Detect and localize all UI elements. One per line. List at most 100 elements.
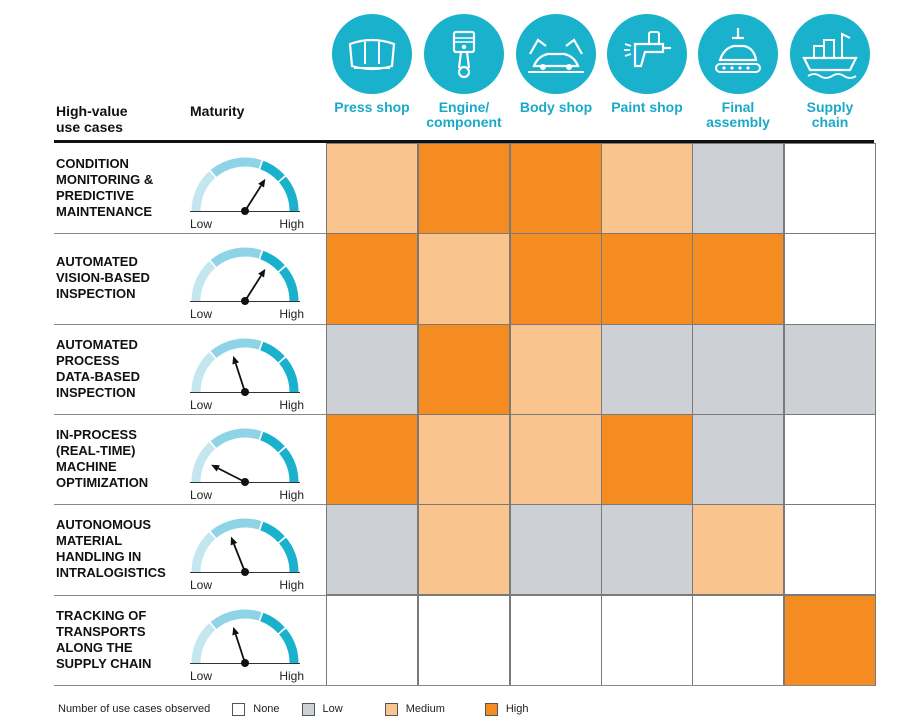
gauge-arc-low — [191, 442, 216, 483]
use-case-label-line: HANDLING IN — [56, 549, 142, 565]
gauge-needle — [244, 275, 262, 302]
maturity-gauge: Low High — [186, 597, 306, 685]
stage-column-header: Paint shop — [601, 14, 693, 115]
legend: Number of use cases observed None Low Medi… — [58, 699, 528, 719]
gauge-needle-tip — [258, 178, 266, 188]
legend-label: High — [505, 703, 529, 715]
stage-label: Paint shop — [601, 100, 693, 115]
maturity-gauge-dial — [190, 247, 300, 306]
maturity-gauge-dial — [190, 609, 300, 667]
heatmap-cell-low — [692, 143, 784, 235]
use-case-label-line: PROCESS — [56, 352, 120, 368]
heatmap-cell-none — [418, 594, 510, 686]
gauge-low-label: Low — [190, 397, 213, 412]
use-case-label: AUTOMATED PROCESS DATA-BASED INSPECTION — [56, 324, 182, 414]
use-case-label-line: IN-PROCESS — [56, 426, 137, 442]
use-case-label-text: IN-PROCESS (REAL-TIME) MACHINE OPTIMIZATION — [56, 427, 148, 491]
row-separator — [54, 684, 874, 686]
stage-icon-badge — [698, 14, 778, 94]
cargo-ship-icon — [802, 32, 858, 79]
use-case-label-text: TRACKING OF TRANSPORTS ALONG THE SUPPLY CHA… — [56, 608, 151, 672]
gauge-pivot — [241, 477, 249, 486]
stage-column-header: Supply chain — [784, 14, 876, 130]
use-case-label-line: INSPECTION — [56, 286, 136, 302]
gauge-arc-high — [278, 266, 299, 302]
heatmap-cell-low — [326, 323, 418, 415]
use-case-label-line: TRANSPORTS — [56, 623, 146, 639]
robot-arms-car-icon — [528, 38, 584, 73]
heatmap-cell-high — [418, 323, 510, 415]
gauge-arc-upper — [260, 521, 285, 543]
heatmap-cell-low — [601, 323, 693, 415]
gauge-arc-high — [278, 447, 299, 483]
legend-item-low: Low — [301, 702, 343, 716]
gauge-arc-low — [191, 261, 216, 302]
use-cases-column-header: High-value use cases — [56, 103, 176, 135]
gauge-arc-low — [191, 622, 216, 663]
use-case-label-line: ALONG THE — [56, 639, 133, 655]
legend-label: None — [253, 703, 280, 715]
gauge-arc-high — [278, 176, 299, 212]
gauge-needle — [217, 467, 246, 483]
use-case-label-text: AUTOMATED PROCESS DATA-BASED INSPECTION — [56, 337, 140, 401]
gauge-arc-mid — [210, 428, 262, 448]
maturity-gauge-dial — [190, 518, 300, 577]
heatmap-cell-high — [510, 233, 602, 325]
heatmap-cell-high — [601, 233, 693, 325]
maturity-gauge-dial — [190, 338, 300, 396]
stage-column-header: Final assembly — [692, 14, 784, 130]
use-case-label-line: OPTIMIZATION — [56, 474, 149, 490]
use-case-label-line: MACHINE — [56, 458, 117, 474]
use-case-label: TRACKING OF TRANSPORTS ALONG THE SUPPLY CHA… — [56, 595, 182, 685]
use-case-label-line: SUPPLY CHAIN — [56, 655, 152, 671]
stage-label: Body shop — [510, 100, 602, 115]
stage-column-header: Press shop — [326, 14, 418, 115]
use-cases-header-line: use cases — [56, 119, 123, 135]
use-case-label-line: MONITORING & — [56, 172, 154, 187]
stage-label-line: chain — [811, 114, 849, 130]
use-case-label-line: TRACKING OF — [56, 607, 147, 623]
heatmap-cell-low — [692, 323, 784, 415]
heatmap-cell-high — [418, 143, 510, 235]
use-case-label-line: CONDITION — [56, 156, 129, 171]
use-case-label: AUTONOMOUS MATERIAL HANDLING IN INTRALOGIST… — [56, 504, 182, 594]
heatmap-cell-high — [692, 233, 784, 325]
gauge-arc-low — [191, 171, 216, 212]
gauge-low-label: Low — [190, 487, 213, 502]
heatmap-cell-high — [326, 233, 418, 325]
gauge-pivot — [241, 297, 249, 306]
heatmap-cell-low — [692, 413, 784, 506]
legend-swatch-medium — [384, 702, 398, 716]
stage-icon-badge — [790, 14, 870, 94]
stage-icon-badge — [607, 14, 687, 94]
heatmap-cell-medium — [418, 233, 510, 325]
piston-icon — [452, 30, 476, 79]
gauge-needle-tip — [232, 355, 240, 365]
stage-label-line: component — [426, 114, 502, 130]
legend-label: Low — [322, 703, 343, 715]
gauge-arc-mid — [210, 338, 262, 358]
gauge-pivot — [241, 207, 249, 215]
use-case-label-line: MAINTENANCE — [56, 204, 153, 219]
use-case-label-line: INTRALOGISTICS — [56, 565, 166, 581]
gauge-arc-low — [191, 532, 216, 573]
stage-label-line: Final — [721, 99, 755, 115]
use-case-label-line: VISION-BASED — [56, 270, 150, 286]
use-case-label: CONDITION MONITORING & PREDICTIVE MAINTENAN… — [56, 143, 182, 233]
maturity-gauge: Low High — [186, 145, 306, 233]
gauge-low-label: Low — [190, 668, 213, 683]
gauge-pivot — [241, 658, 249, 667]
gauge-needle — [233, 543, 246, 573]
heatmap-cell-medium — [326, 143, 418, 235]
legend-label: Medium — [405, 703, 445, 715]
use-case-label-line: AUTOMATED — [56, 254, 138, 270]
heatmap-cell-low — [326, 504, 418, 596]
use-case-label-line: INSPECTION — [56, 384, 136, 400]
gauge-needle — [244, 185, 262, 212]
heatmap-cell-high — [326, 413, 418, 506]
gauge-needle-tip — [258, 269, 266, 278]
legend-item-none: None — [232, 702, 280, 716]
heatmap-cell-medium — [692, 504, 784, 596]
heatmap-cell-high — [784, 594, 876, 686]
